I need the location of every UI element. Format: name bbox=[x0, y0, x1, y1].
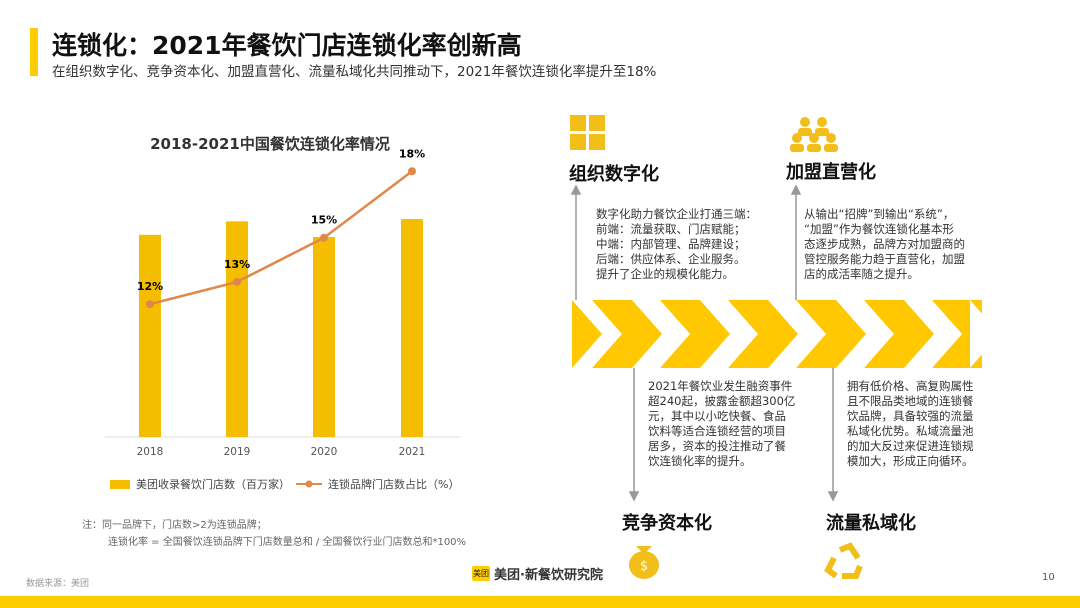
page-title: 连锁化：2021年餐饮门店连锁化率创新高 bbox=[52, 31, 522, 60]
chart-title: 2018-2021中国餐饮连锁化率情况 bbox=[150, 135, 390, 153]
chart: 12% 13% 15% 18% 2018 2019 2020 2021 bbox=[105, 147, 460, 458]
bar-2020 bbox=[313, 237, 335, 437]
recycle-icon bbox=[824, 542, 863, 579]
chart-legend: 美团收录餐饮门店数（百万家） 连锁品牌门店数占比（%） bbox=[110, 476, 459, 492]
legend-line-label: 连锁品牌门店数占比（%） bbox=[328, 478, 460, 491]
x-tick-2018: 2018 bbox=[137, 446, 164, 458]
driver-desc-capital: 2021年餐饮业发生融资事件 超240起，披露金额超300亿 元，其中以小吃快餐、食… bbox=[648, 379, 796, 468]
title-accent-bar bbox=[30, 28, 38, 76]
svg-text:$: $ bbox=[640, 559, 648, 574]
driver-desc-private-traffic: 拥有低价格、高复购属性 且不限品类地域的连锁餐 饮品牌，具备较强的流量 私域化优势。私… bbox=[847, 379, 974, 468]
footer-bar bbox=[0, 596, 1080, 608]
page-subtitle: 在组织数字化、竞争资本化、加盟直营化、流量私域化共同推动下，2021年餐饮连锁化… bbox=[52, 64, 657, 80]
driver-title-digitalization: 组织数字化 bbox=[569, 164, 659, 185]
data-label-2018: 12% bbox=[137, 280, 163, 293]
note-line-1: 注：同一品牌下，门店数>2为连锁品牌； bbox=[82, 520, 267, 531]
driver-desc-digitalization: 数字化助力餐饮企业打通三端： 前端：流量获取、门店赋能； 中端：内部管理、品牌建设；… bbox=[596, 207, 757, 281]
driver-title-franchise: 加盟直营化 bbox=[786, 162, 876, 183]
legend-bar-swatch bbox=[110, 479, 130, 489]
driver-diagram: $ bbox=[570, 115, 1000, 579]
line-series bbox=[149, 170, 413, 306]
calculator-icon bbox=[570, 115, 605, 150]
x-tick-2021: 2021 bbox=[399, 446, 426, 458]
money-bag-icon: $ bbox=[629, 546, 659, 579]
brand-logo-mark: 美团 bbox=[472, 566, 490, 581]
bar-2019 bbox=[226, 221, 248, 437]
chevrons bbox=[572, 300, 1000, 368]
people-group-icon bbox=[790, 117, 838, 152]
driver-title-private-traffic: 流量私域化 bbox=[826, 513, 916, 534]
line-point-2018 bbox=[146, 300, 154, 309]
driver-desc-franchise: 从输出“招牌”到输出“系统”， “加盟”作为餐饮连锁化基本形 态逐步成熟，品牌方对加… bbox=[804, 207, 965, 281]
x-tick-2019: 2019 bbox=[224, 446, 251, 458]
brand-name: 美团·新餐饮研究院 bbox=[494, 568, 603, 583]
line-point-2019 bbox=[233, 277, 241, 286]
page-number: 10 bbox=[1042, 572, 1055, 583]
line-point-2021 bbox=[408, 167, 416, 176]
bar-2018 bbox=[139, 234, 161, 437]
data-source: 数据来源：美团 bbox=[26, 579, 90, 589]
data-label-2021: 18% bbox=[399, 147, 425, 160]
line-point-2020 bbox=[320, 233, 328, 242]
chevron-band bbox=[572, 300, 982, 368]
x-tick-2020: 2020 bbox=[311, 446, 338, 458]
driver-title-capital: 竞争资本化 bbox=[622, 513, 712, 534]
bar-2021 bbox=[401, 219, 423, 437]
data-label-2020: 15% bbox=[311, 214, 337, 227]
legend-bar-label: 美团收录餐饮门店数（百万家） bbox=[136, 478, 290, 491]
legend-line-swatch bbox=[296, 480, 322, 488]
brand-logo: 美团 美团·新餐饮研究院 bbox=[472, 564, 603, 583]
data-label-2019: 13% bbox=[224, 258, 250, 271]
note-line-2: 连锁化率 = 全国餐饮连锁品牌下门店数量总和 / 全国餐饮行业门店数总和*100… bbox=[108, 537, 467, 548]
